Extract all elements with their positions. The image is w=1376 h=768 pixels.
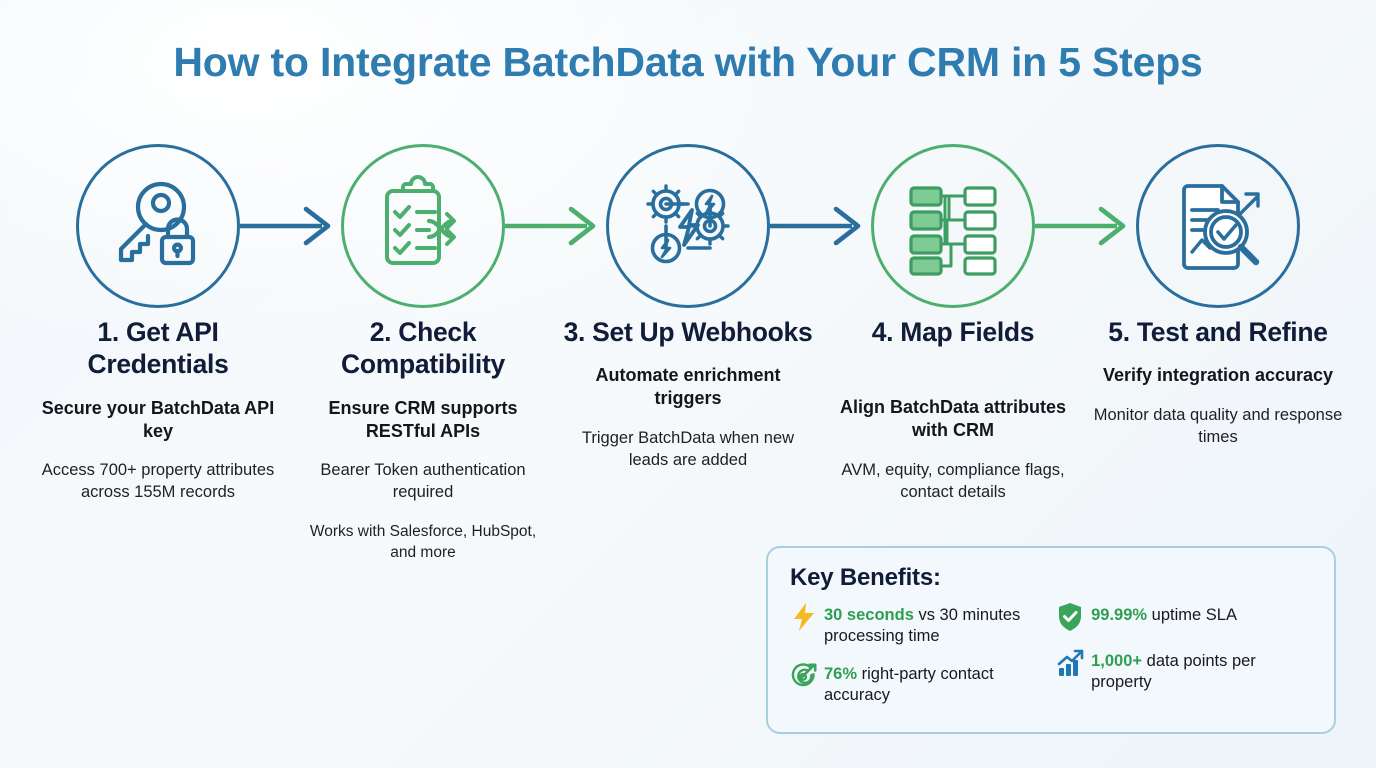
- step-detail-2: Bearer Token authentication required: [320, 461, 526, 502]
- benefit-rest-data-points: data points per property: [1091, 652, 1256, 691]
- page-title: How to Integrate BatchData with Your CRM…: [173, 39, 1203, 85]
- shield-check-icon: [1057, 603, 1091, 634]
- step-subtitle-2: Ensure CRM supports RESTful APIs: [328, 397, 518, 441]
- benefit-text-contact-accuracy: 76% right-party contact accuracy: [824, 663, 1057, 706]
- step-title-3: 3. Set Up Webhooks: [563, 317, 813, 347]
- step-text-3: 3. Set Up Webhooks Automate enrichment t…: [556, 316, 821, 563]
- step-circle-4: [871, 143, 1035, 308]
- step-text-5: 5. Test and Refine Verify integration ac…: [1086, 316, 1351, 563]
- step-title-4: 4. Map Fields: [871, 317, 1035, 347]
- step-detail-2b: Works with Salesforce, HubSpot, and more: [309, 523, 537, 561]
- benefit-item-contact-accuracy: 76% right-party contact accuracy: [790, 663, 1057, 706]
- benefit-text-data-points: 1,000+ data points per property: [1091, 650, 1314, 693]
- field-mapping-icon: [909, 185, 997, 276]
- lightning-bolt-icon: [790, 603, 824, 634]
- step-circle-3: [606, 143, 770, 308]
- benefit-rest-uptime: uptime SLA: [1147, 606, 1237, 624]
- benefits-column-right: 99.99% uptime SLA 1,000+ data points per: [1057, 603, 1314, 722]
- step-title-1: 1. Get API Credentials: [87, 317, 229, 380]
- benefit-rest-processing-time: vs 30 minutes processing time: [824, 606, 1021, 645]
- arrow-step2-step3: [505, 204, 606, 248]
- step-detail-5: Monitor data quality and response times: [1093, 406, 1343, 447]
- step-title-5: 5. Test and Refine: [1108, 317, 1328, 347]
- step-subtitle-1: Secure your BatchData API key: [41, 397, 275, 441]
- bar-chart-growth-icon: [1057, 649, 1091, 680]
- clipboard-checklist-shuffle-icon: [385, 174, 456, 265]
- benefit-text-processing-time: 30 seconds vs 30 minutes processing time: [824, 604, 1057, 647]
- step-ring-5: [1136, 143, 1300, 308]
- benefit-highlight-uptime: 99.99%: [1091, 606, 1148, 624]
- step-ring-2: [341, 143, 505, 308]
- step-circle-1: [76, 143, 240, 308]
- benefit-highlight-processing-time: 30 seconds: [824, 606, 914, 624]
- document-magnifier-check-icon: [1182, 183, 1260, 270]
- key-lock-icon: [118, 181, 196, 265]
- step-text-row: 1. Get API Credentials Secure your Batch…: [0, 316, 1376, 563]
- step-circle-2: [341, 143, 505, 308]
- step-flow-row: [0, 143, 1376, 308]
- arrow-step3-step4: [770, 204, 871, 248]
- key-benefits-heading: Key Benefits:: [790, 564, 941, 591]
- key-benefits-panel: Key Benefits: 30 seconds vs 30 minutes p…: [766, 546, 1336, 734]
- step-ring-4: [871, 143, 1035, 308]
- step-subtitle-5: Verify integration accuracy: [1102, 365, 1334, 386]
- step-detail-1: Access 700+ property attributes across 1…: [41, 461, 275, 502]
- step-title-2: 2. Check Compatibility: [341, 317, 505, 380]
- step-detail-4: AVM, equity, compliance flags, contact d…: [841, 461, 1065, 501]
- step-detail-3: Trigger BatchData when new leads are add…: [581, 429, 795, 469]
- benefit-text-uptime: 99.99% uptime SLA: [1091, 604, 1237, 626]
- step-text-1: 1. Get API Credentials Secure your Batch…: [26, 316, 291, 563]
- step-text-2: 2. Check Compatibility Ensure CRM suppor…: [291, 316, 556, 563]
- step-subtitle-4: Align BatchData attributes with CRM: [839, 397, 1067, 441]
- step-ring-1: [76, 143, 240, 308]
- target-dart-icon: [790, 663, 824, 693]
- benefit-item-uptime: 99.99% uptime SLA: [1057, 603, 1314, 634]
- benefit-rest-contact-accuracy: right-party contact accuracy: [824, 664, 994, 704]
- step-ring-3: [606, 143, 770, 308]
- benefit-item-processing-time: 30 seconds vs 30 minutes processing time: [790, 603, 1057, 647]
- gears-lightning-network-icon: [646, 183, 730, 263]
- step-subtitle-3: Automate enrichment triggers: [595, 365, 781, 409]
- benefits-column-left: 30 seconds vs 30 minutes processing time…: [790, 603, 1057, 722]
- benefit-item-data-points: 1,000+ data points per property: [1057, 649, 1314, 693]
- step-text-4: 4. Map Fields Align BatchData attributes…: [821, 316, 1086, 563]
- benefit-highlight-data-points: 1,000+: [1091, 652, 1143, 670]
- arrow-step4-step5: [1035, 204, 1136, 248]
- step-circle-5: [1136, 143, 1300, 308]
- arrow-step1-step2: [240, 204, 341, 248]
- benefit-highlight-contact-accuracy: 76%: [824, 664, 858, 683]
